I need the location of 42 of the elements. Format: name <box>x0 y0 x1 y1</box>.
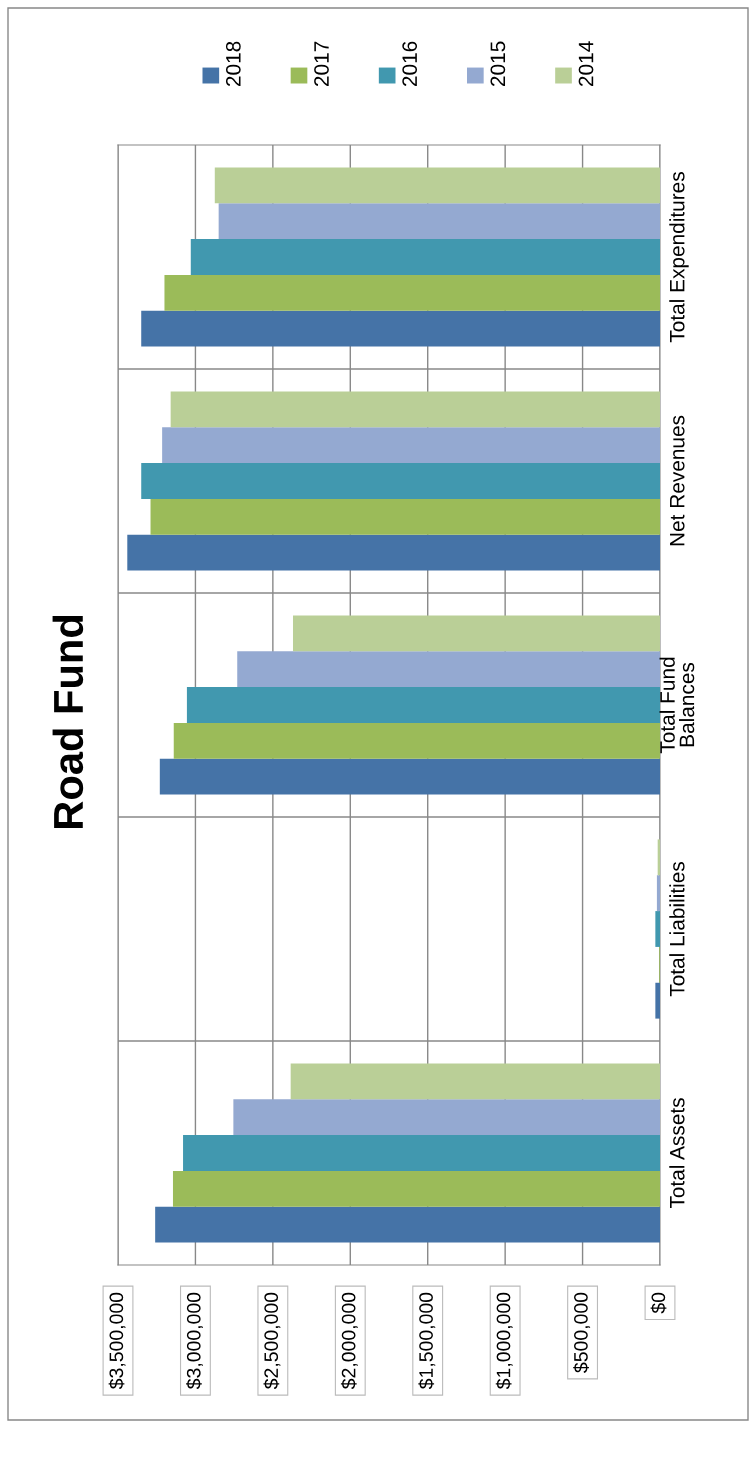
bar <box>290 1063 660 1100</box>
x-tick-label: $0 <box>650 1292 667 1314</box>
x-tick-label: $3,500,000 <box>108 1292 126 1390</box>
bar <box>172 1170 660 1207</box>
bar <box>159 758 660 795</box>
bar <box>141 463 660 499</box>
bar <box>170 391 660 428</box>
bar <box>237 651 660 688</box>
x-tick-label: $1,500,000 <box>418 1292 436 1390</box>
text: Road Fund <box>52 615 84 828</box>
y-tick-label: Total Expenditures <box>669 172 689 343</box>
bar <box>127 534 660 571</box>
x-tick-label: $2,500,000 <box>263 1292 281 1390</box>
bar <box>292 615 660 652</box>
y-tick-label: Total Assets <box>669 1098 685 1209</box>
bar <box>655 982 660 1019</box>
legend-label: 2014 <box>578 41 594 87</box>
bar <box>164 274 660 311</box>
x-tick-label: $2,000,000 <box>340 1292 358 1390</box>
x-tick-label: $1,000,000 <box>495 1292 513 1390</box>
bar <box>155 1206 660 1243</box>
bar <box>141 310 660 347</box>
bar <box>233 1099 660 1136</box>
legend-label: 2018 <box>225 41 241 87</box>
y-tick-label: Total Liabilities <box>669 862 685 997</box>
bar <box>162 427 660 464</box>
y-tick-label: Total Fund Balances <box>659 657 695 754</box>
legend-label: 2016 <box>402 41 418 87</box>
bar <box>214 167 660 204</box>
x-tick-label: $500,000 <box>573 1292 591 1373</box>
y-tick-label: Net Revenues <box>670 415 685 546</box>
bar <box>183 1135 660 1171</box>
bar <box>150 498 660 535</box>
x-tick-label: $3,000,000 <box>186 1292 203 1390</box>
legend-label: 2015 <box>490 41 506 87</box>
bar <box>218 203 660 240</box>
legend-label: 2017 <box>314 41 329 87</box>
bar <box>173 722 660 759</box>
bar <box>190 239 660 275</box>
bar <box>655 911 660 947</box>
bar <box>186 687 660 723</box>
bar <box>656 875 660 912</box>
